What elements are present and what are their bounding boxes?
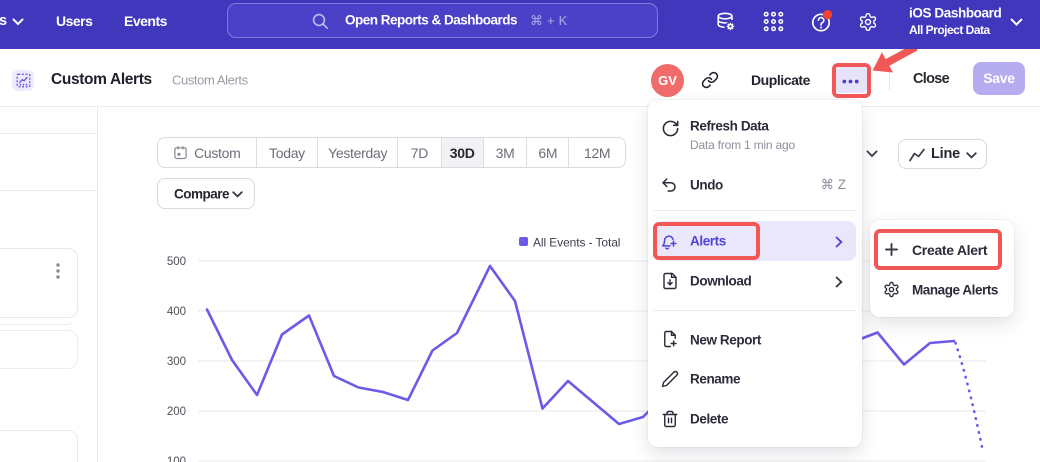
svg-text:200: 200 bbox=[167, 406, 186, 418]
svg-text:300: 300 bbox=[167, 356, 186, 368]
svg-text:500: 500 bbox=[167, 256, 186, 268]
svg-text:All Events - Total: All Events - Total bbox=[533, 236, 620, 250]
svg-text:400: 400 bbox=[167, 306, 186, 318]
svg-text:100: 100 bbox=[167, 456, 186, 462]
